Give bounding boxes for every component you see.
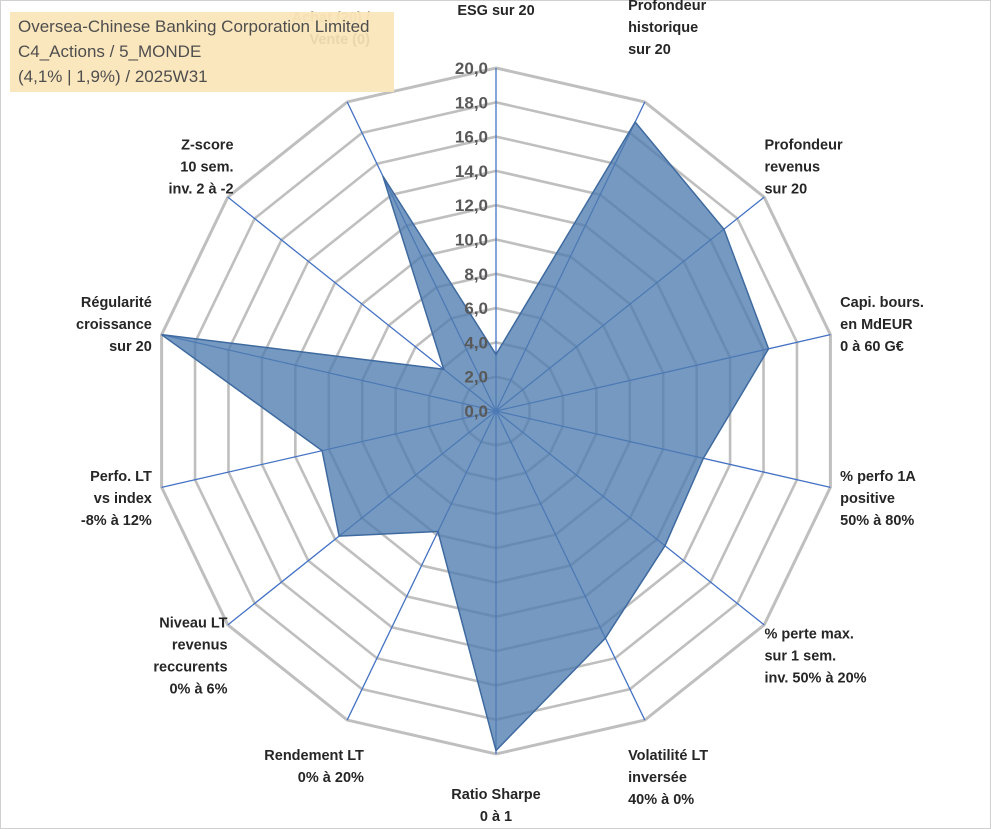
axis-label: Régularité croissance sur 20 <box>76 295 152 355</box>
chart-subtitle: C4_Actions / 5_MONDE <box>18 42 202 61</box>
series-point <box>381 175 384 178</box>
axis-label: % perfo 1A positive 50% à 80% <box>840 469 916 529</box>
series-point <box>767 347 770 350</box>
series-area <box>161 120 770 753</box>
axis-label: Rendement LT 0% à 20% <box>264 748 364 786</box>
axis-label: Ratio Sharpe 0 à 1 <box>451 787 540 825</box>
series-point <box>321 449 324 452</box>
axis-label: % perte max. sur 1 sem. inv. 50% à 20% <box>764 626 866 686</box>
tick-label: 14,0 <box>455 162 488 181</box>
tick-label: 18,0 <box>455 93 488 112</box>
axis-label: Profondeur historique sur 20 <box>628 0 706 58</box>
series-point <box>495 749 498 752</box>
axis-label: Capi. bours. en MdEUR 0 à 60 G€ <box>840 295 924 355</box>
axis-label: Niveau LT revenus reccurents 0% à 6% <box>153 615 227 697</box>
radar-series <box>160 120 770 753</box>
axis-label: NoteESG sur 20 <box>457 0 534 19</box>
series-point <box>604 637 607 640</box>
series-point <box>702 457 705 460</box>
series-point <box>436 530 439 533</box>
chart-title-box: Oversea-Chinese Banking Corporation Limi… <box>10 12 394 92</box>
tick-label: 12,0 <box>455 196 488 215</box>
tick-label: 4,0 <box>464 333 488 352</box>
series-point <box>442 368 445 371</box>
axis-label: Volatilité LT inversée 40% à 0% <box>628 748 708 808</box>
tick-label: 10,0 <box>455 231 488 250</box>
axis-label: Profondeur revenus sur 20 <box>764 138 842 198</box>
series-point <box>160 333 163 336</box>
chart-title: Oversea-Chinese Banking Corporation Limi… <box>18 17 370 36</box>
axis-label: Z-score 10 sem. inv. 2 à -2 <box>169 138 234 198</box>
series-point <box>722 228 725 231</box>
tick-label: 16,0 <box>455 128 488 147</box>
series-point <box>338 535 341 538</box>
tick-label: 6,0 <box>464 299 488 318</box>
tick-label: 20,0 <box>455 59 488 78</box>
tick-label: 2,0 <box>464 368 488 387</box>
series-point <box>663 544 666 547</box>
chart-period: (4,1% | 1,9%) / 2025W31 <box>18 67 208 86</box>
series-point <box>634 121 637 124</box>
tick-label: 0,0 <box>464 402 488 421</box>
radar-tick-labels: 0,0 2,0 4,0 6,0 8,0 10,0 12,0 14,0 16,0 18,0 20,0 <box>455 59 488 421</box>
series-point <box>495 353 498 356</box>
tick-label: 8,0 <box>464 265 488 284</box>
axis-label: Perfo. LT vs index -8% à 12% <box>81 469 152 529</box>
